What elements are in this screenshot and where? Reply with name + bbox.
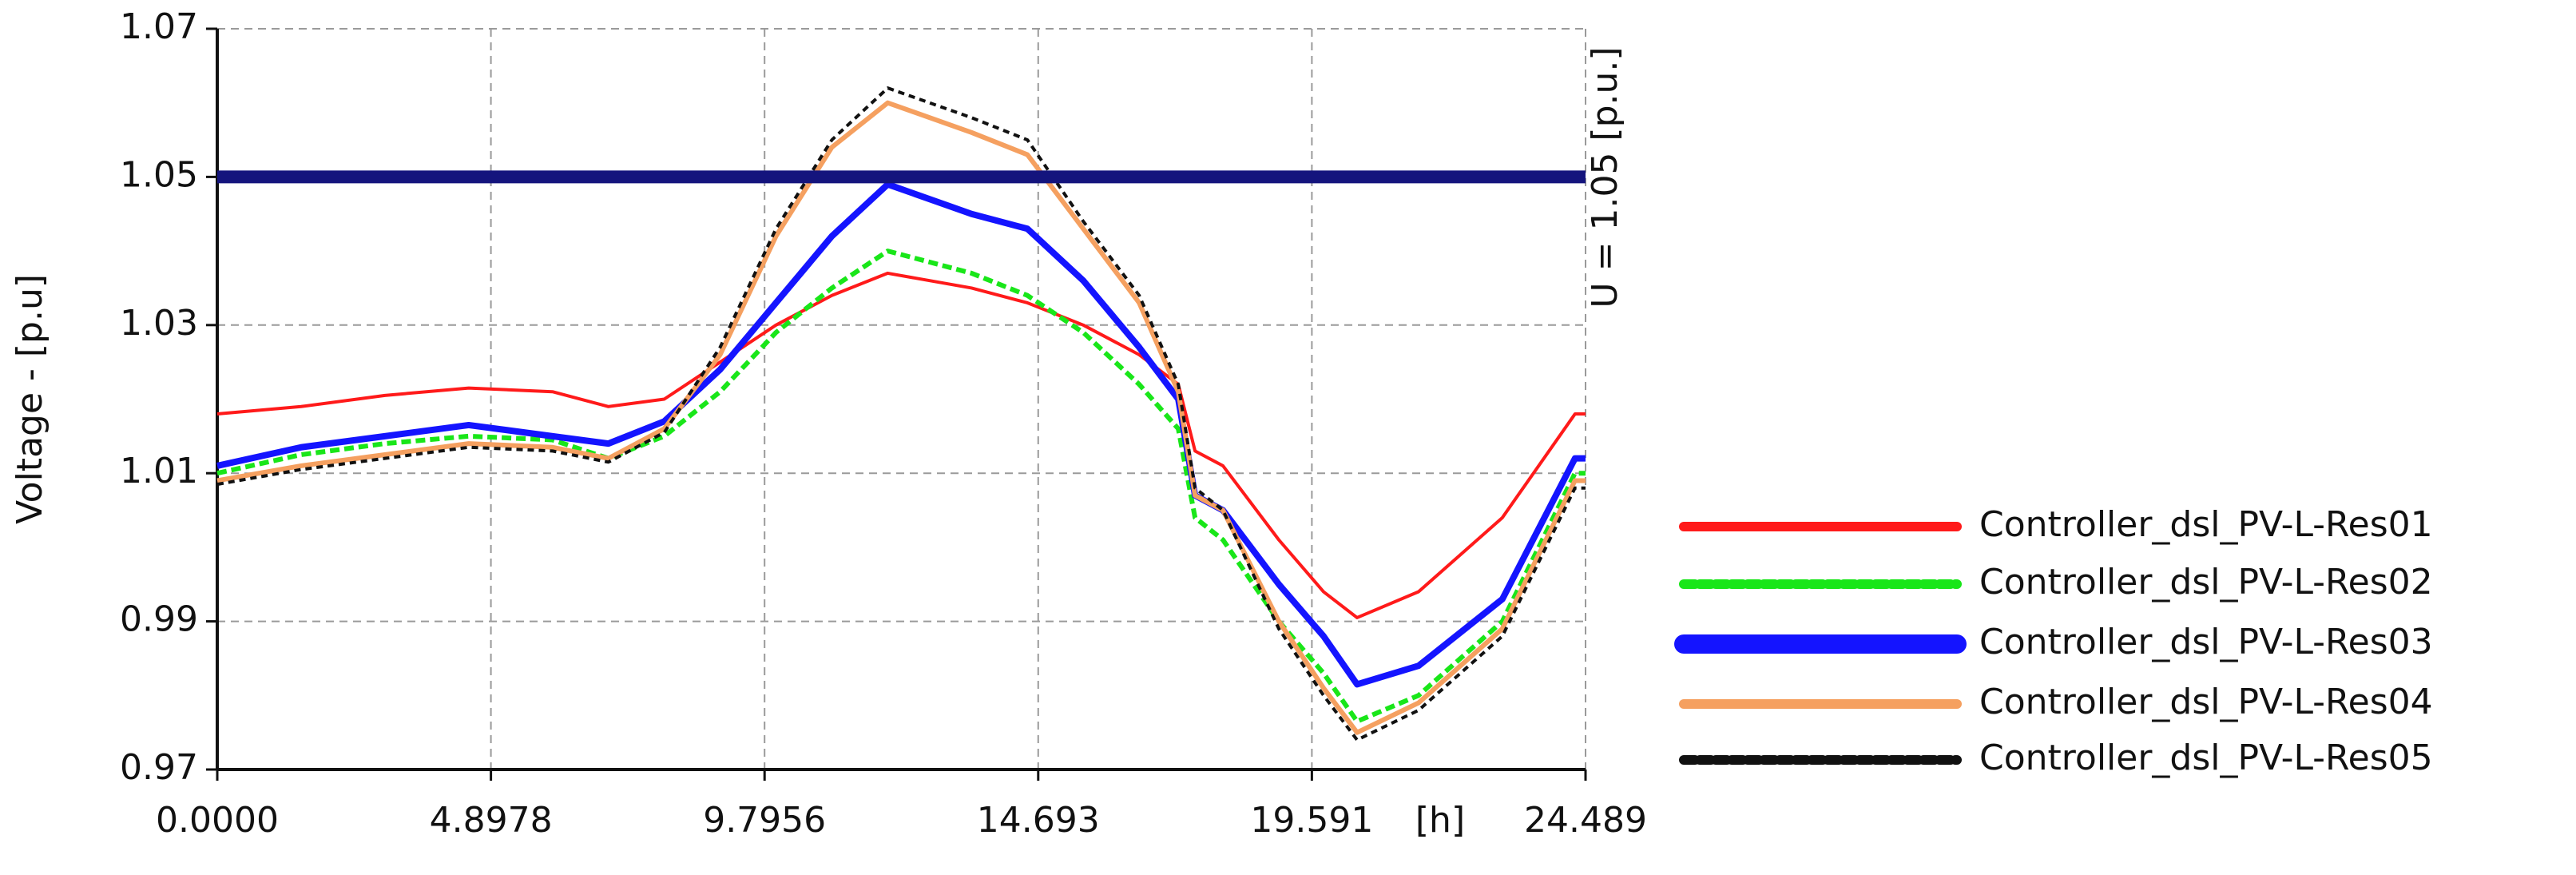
x-tick-label: 0.0000 [156,800,279,841]
legend-label: Controller_dsl_PV-L-Res05 [1979,738,2433,778]
y-tick-label: 1.01 [120,451,198,491]
x-tick-label: 19.591 [1250,800,1373,841]
y-tick-label: 0.99 [120,599,198,640]
series-line [216,86,1586,742]
x-axis-label: [h] [1415,800,1465,841]
y-tick-label: 1.03 [120,303,198,344]
y-tick-label: 1.07 [120,6,198,47]
legend-label: Controller_dsl_PV-L-Res04 [1979,682,2433,722]
y-tick-label: 1.05 [120,154,198,195]
legend-label: Controller_dsl_PV-L-Res01 [1979,504,2433,545]
y-axis-label: Voltage - [p.u] [10,274,50,524]
x-tick-label: 4.8978 [430,800,553,841]
series-line [216,271,1586,619]
legend-label: Controller_dsl_PV-L-Res02 [1979,562,2433,603]
threshold-label: U = 1.05 [p.u.] [1585,46,1625,308]
x-tick-label: 24.489 [1524,800,1647,841]
series-line [216,181,1586,688]
x-tick-label: 9.7956 [703,800,826,841]
series-line [216,100,1586,735]
y-tick-label: 0.97 [120,747,198,788]
x-tick-label: 14.693 [977,800,1100,841]
series-line [216,249,1586,724]
legend-label: Controller_dsl_PV-L-Res03 [1979,622,2433,662]
